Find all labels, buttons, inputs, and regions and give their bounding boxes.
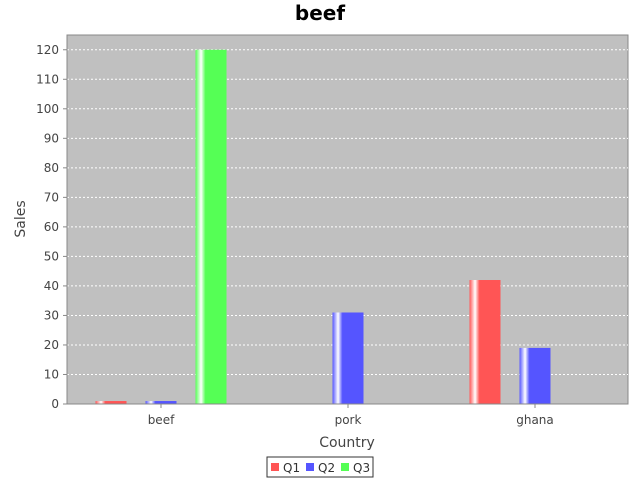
y-tick-label: 30 (44, 308, 59, 322)
x-tick-label: beef (148, 413, 175, 427)
legend: Q1 Q2 Q3 (266, 456, 374, 478)
bar-q2-ghana (519, 347, 551, 404)
x-tick-label: pork (335, 413, 362, 427)
y-tick-label: 120 (36, 43, 59, 57)
y-tick-label: 10 (44, 367, 59, 381)
legend-swatch-q1 (271, 463, 279, 471)
legend-label-q2: Q2 (318, 461, 335, 475)
y-tick-label: 0 (51, 397, 59, 411)
bar-q2-pork (332, 312, 364, 404)
x-axis-label: Country (319, 435, 375, 451)
bar-q2-beef (145, 401, 177, 404)
x-tick-label: ghana (516, 413, 554, 427)
bar-q1-ghana (469, 280, 501, 404)
y-tick-label: 70 (44, 190, 59, 204)
y-tick-label: 80 (44, 161, 59, 175)
legend-swatch-q2 (306, 463, 314, 471)
bars (95, 49, 551, 404)
bar-q3-beef (195, 49, 227, 404)
y-tick-label: 50 (44, 249, 59, 263)
y-tick-label: 60 (44, 220, 59, 234)
chart-title: beef (295, 1, 345, 25)
legend-swatch-q3 (341, 463, 349, 471)
y-tick-label: 90 (44, 131, 59, 145)
y-tick-label: 20 (44, 338, 59, 352)
legend-label-q1: Q1 (283, 461, 300, 475)
bar-q1-beef (95, 401, 127, 404)
y-tick-label: 40 (44, 279, 59, 293)
y-axis-label: Sales (13, 200, 29, 237)
y-tick-label: 100 (36, 102, 59, 116)
x-axis-ticks: beef pork ghana (148, 404, 554, 427)
legend-box (266, 456, 374, 478)
y-tick-label: 110 (36, 72, 59, 86)
y-axis-ticks: 0 10 20 30 40 50 60 70 80 90 100 110 120 (36, 43, 67, 411)
legend-label-q3: Q3 (353, 461, 370, 475)
